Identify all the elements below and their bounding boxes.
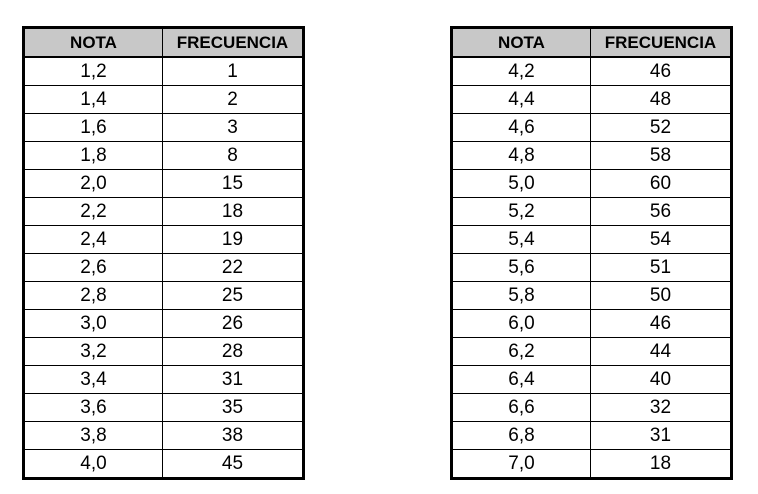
frecuencia-cell: 1 <box>162 56 304 86</box>
nota-cell: 1,2 <box>23 56 163 86</box>
table-row: 3,4 31 <box>23 365 304 394</box>
frecuencia-cell: 46 <box>590 56 732 86</box>
column-header-frecuencia: FRECUENCIA <box>590 27 732 58</box>
table-row: 5,6 51 <box>451 253 732 282</box>
nota-cell: 4,0 <box>23 449 163 479</box>
frecuencia-cell: 31 <box>590 421 732 450</box>
nota-cell: 5,4 <box>451 225 591 254</box>
table-row: 4,4 48 <box>451 85 732 114</box>
frecuencia-cell: 28 <box>162 337 304 366</box>
nota-cell: 6,2 <box>451 337 591 366</box>
frecuencia-cell: 50 <box>590 281 732 310</box>
nota-cell: 5,2 <box>451 197 591 226</box>
table-header-row: NOTA FRECUENCIA <box>23 27 304 58</box>
column-header-nota: NOTA <box>451 27 591 58</box>
table-row: 6,6 32 <box>451 393 732 422</box>
frecuencia-cell: 56 <box>590 197 732 226</box>
frecuencia-cell: 19 <box>162 225 304 254</box>
frecuencia-cell: 26 <box>162 309 304 338</box>
nota-cell: 3,8 <box>23 421 163 450</box>
table-row: 5,8 50 <box>451 281 732 310</box>
table-row: 2,8 25 <box>23 281 304 310</box>
table-row: 1,6 3 <box>23 113 304 142</box>
table-row: 3,2 28 <box>23 337 304 366</box>
nota-cell: 2,0 <box>23 169 163 198</box>
frecuencia-cell: 15 <box>162 169 304 198</box>
frecuencia-cell: 45 <box>162 449 304 479</box>
table-row: 5,2 56 <box>451 197 732 226</box>
nota-cell: 2,8 <box>23 281 163 310</box>
column-header-frecuencia: FRECUENCIA <box>162 27 304 58</box>
table-row: 5,4 54 <box>451 225 732 254</box>
nota-cell: 3,0 <box>23 309 163 338</box>
frecuencia-cell: 54 <box>590 225 732 254</box>
nota-cell: 3,6 <box>23 393 163 422</box>
table-row: 1,4 2 <box>23 85 304 114</box>
nota-cell: 7,0 <box>451 449 591 479</box>
frecuencia-cell: 2 <box>162 85 304 114</box>
frecuencia-cell: 44 <box>590 337 732 366</box>
table-row: 6,0 46 <box>451 309 732 338</box>
nota-cell: 1,4 <box>23 85 163 114</box>
nota-cell: 1,6 <box>23 113 163 142</box>
frecuencia-cell: 8 <box>162 141 304 170</box>
table-row: 2,6 22 <box>23 253 304 282</box>
nota-cell: 3,4 <box>23 365 163 394</box>
nota-cell: 4,2 <box>451 56 591 86</box>
column-header-nota: NOTA <box>23 27 163 58</box>
frecuencia-cell: 46 <box>590 309 732 338</box>
frecuencia-cell: 58 <box>590 141 732 170</box>
table-row: 2,2 18 <box>23 197 304 226</box>
table-row: 2,0 15 <box>23 169 304 198</box>
nota-cell: 3,2 <box>23 337 163 366</box>
frecuencia-cell: 38 <box>162 421 304 450</box>
nota-cell: 4,6 <box>451 113 591 142</box>
table-row: 4,8 58 <box>451 141 732 170</box>
nota-cell: 1,8 <box>23 141 163 170</box>
table-row: 1,8 8 <box>23 141 304 170</box>
frecuencia-cell: 35 <box>162 393 304 422</box>
nota-cell: 4,4 <box>451 85 591 114</box>
frecuencia-cell: 18 <box>162 197 304 226</box>
table-row: 6,8 31 <box>451 421 732 450</box>
nota-cell: 4,8 <box>451 141 591 170</box>
frecuencia-cell: 48 <box>590 85 732 114</box>
frequency-table-right: NOTA FRECUENCIA 4,2 46 4,4 48 4,6 52 4,8 58 5,0 6… <box>450 26 733 480</box>
nota-cell: 6,4 <box>451 365 591 394</box>
frecuencia-cell: 32 <box>590 393 732 422</box>
nota-cell: 5,6 <box>451 253 591 282</box>
table-row: 6,2 44 <box>451 337 732 366</box>
nota-cell: 6,0 <box>451 309 591 338</box>
table-row: 1,2 1 <box>23 56 304 86</box>
table-row: 7,0 18 <box>451 449 732 479</box>
frecuencia-cell: 40 <box>590 365 732 394</box>
nota-cell: 2,4 <box>23 225 163 254</box>
table-row: 5,0 60 <box>451 169 732 198</box>
frecuencia-cell: 22 <box>162 253 304 282</box>
nota-cell: 6,6 <box>451 393 591 422</box>
frecuencia-cell: 31 <box>162 365 304 394</box>
table-row: 4,2 46 <box>451 56 732 86</box>
frecuencia-cell: 51 <box>590 253 732 282</box>
frecuencia-cell: 3 <box>162 113 304 142</box>
table-header-row: NOTA FRECUENCIA <box>451 27 732 58</box>
table-row: 3,0 26 <box>23 309 304 338</box>
table-row: 3,6 35 <box>23 393 304 422</box>
table-row: 4,0 45 <box>23 449 304 479</box>
nota-cell: 6,8 <box>451 421 591 450</box>
frecuencia-cell: 18 <box>590 449 732 479</box>
frecuencia-cell: 52 <box>590 113 732 142</box>
nota-cell: 5,0 <box>451 169 591 198</box>
nota-cell: 2,2 <box>23 197 163 226</box>
nota-cell: 5,8 <box>451 281 591 310</box>
table-row: 2,4 19 <box>23 225 304 254</box>
nota-cell: 2,6 <box>23 253 163 282</box>
frecuencia-cell: 60 <box>590 169 732 198</box>
table-row: 3,8 38 <box>23 421 304 450</box>
frecuencia-cell: 25 <box>162 281 304 310</box>
table-row: 4,6 52 <box>451 113 732 142</box>
table-row: 6,4 40 <box>451 365 732 394</box>
frequency-table-left: NOTA FRECUENCIA 1,2 1 1,4 2 1,6 3 1,8 8 2,0 15 2,2… <box>22 26 305 480</box>
